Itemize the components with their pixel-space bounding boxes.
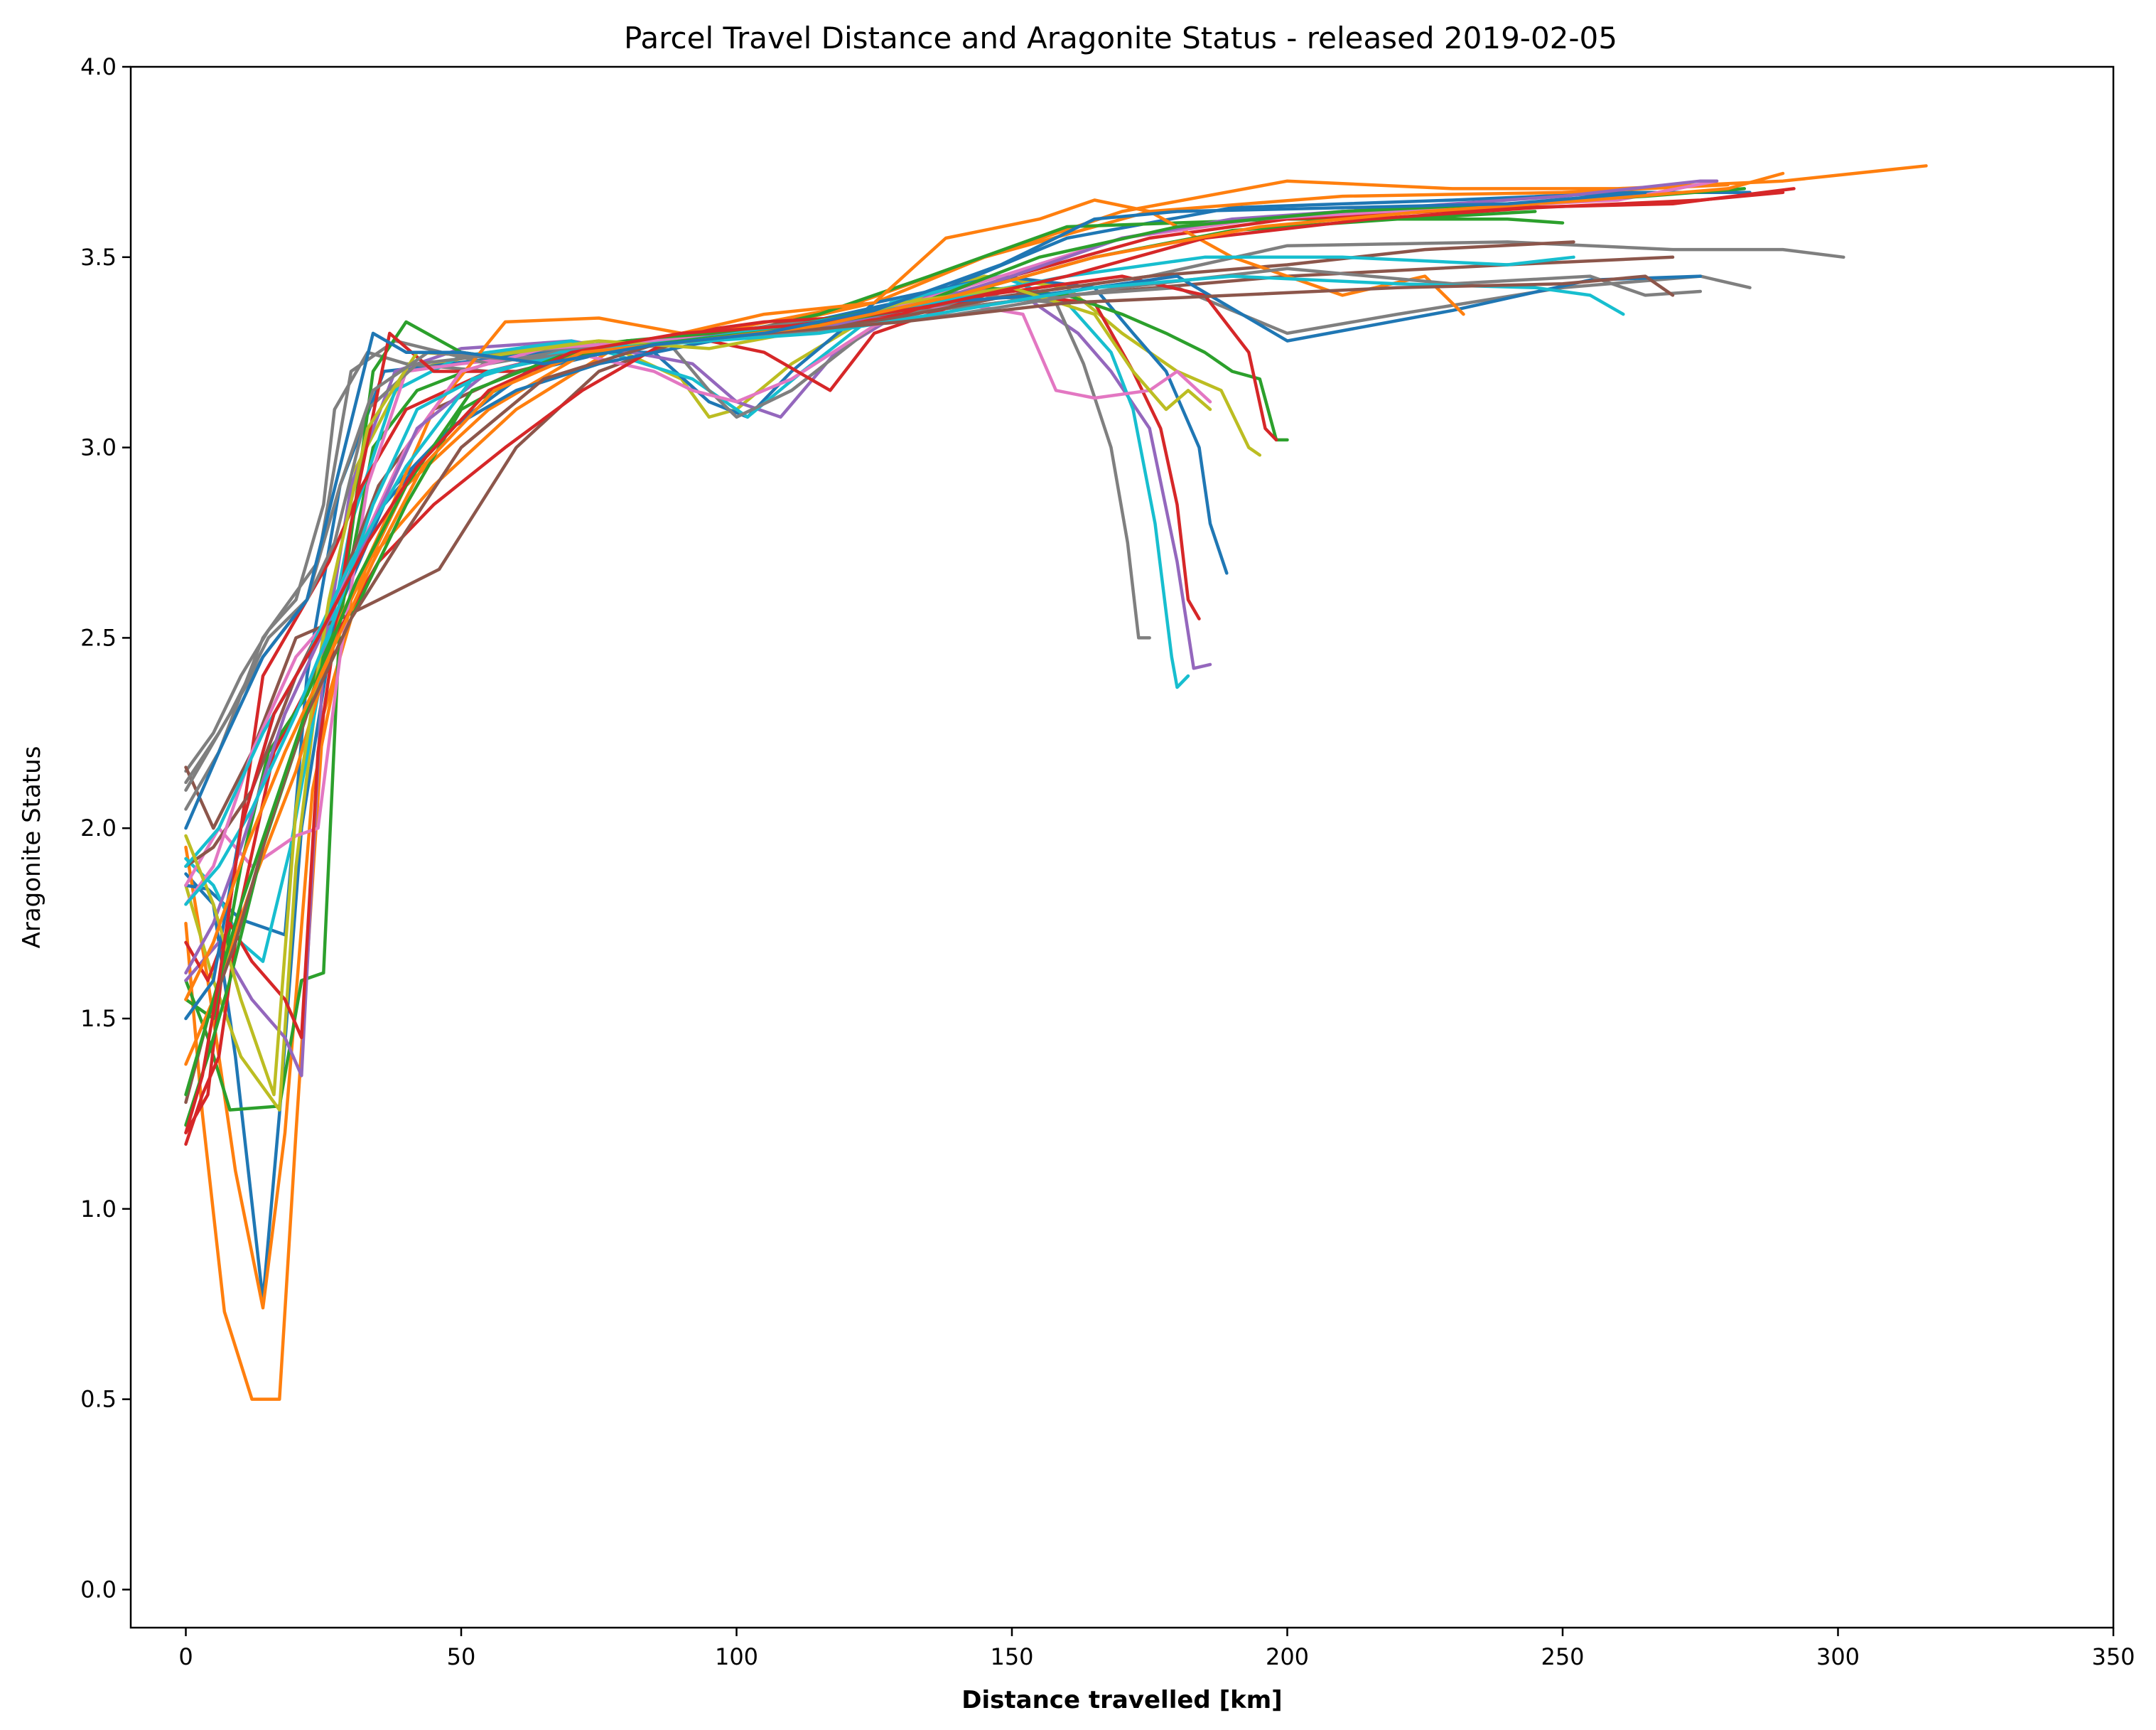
x-tick-label: 100 — [715, 1643, 758, 1670]
series-line — [184, 274, 1278, 1040]
x-tick-label: 0 — [178, 1643, 193, 1670]
series-line — [184, 164, 1928, 1401]
series-line — [184, 286, 1289, 1021]
chart-title: Parcel Travel Distance and Aragonite Sta… — [624, 21, 1617, 55]
series-line — [184, 294, 1201, 1134]
axes-frame — [129, 65, 2115, 1629]
y-tick-label: 3.0 — [80, 434, 117, 461]
y-tick-label: 3.5 — [80, 244, 117, 271]
series-group — [184, 164, 1928, 1401]
x-axis-label: Distance travelled [km] — [961, 1686, 1282, 1714]
series-line — [184, 274, 1703, 1021]
y-tick-label: 2.5 — [80, 624, 117, 651]
series-line — [184, 255, 1575, 869]
x-tick-label: 50 — [447, 1643, 476, 1670]
series-line — [184, 301, 1212, 887]
series-line — [184, 286, 1212, 1078]
y-axis-label: Aragonite Status — [18, 746, 46, 949]
x-tick-label: 350 — [2091, 1643, 2135, 1670]
series-line — [184, 286, 1212, 1097]
x-tick-label: 250 — [1541, 1643, 1584, 1670]
x-tick-label: 300 — [1816, 1643, 1860, 1670]
y-tick-label: 0.0 — [80, 1576, 117, 1603]
x-tick-label: 150 — [990, 1643, 1033, 1670]
series-line — [184, 240, 1845, 811]
y-tick-label: 0.5 — [80, 1386, 117, 1413]
y-tick-label: 1.5 — [80, 1005, 117, 1032]
series-line — [184, 198, 1465, 1066]
x-axis: 0 50 100 150 200 250 300 350 — [178, 1628, 2135, 1670]
y-tick-label: 2.0 — [80, 815, 117, 842]
series-line — [184, 274, 1675, 1105]
series-line — [184, 190, 1647, 830]
series-line — [184, 179, 1719, 906]
x-tick-label: 200 — [1266, 1643, 1309, 1670]
series-line — [184, 190, 1752, 1302]
y-tick-label: 4.0 — [80, 53, 117, 80]
series-line — [184, 217, 1565, 1112]
series-line — [184, 190, 1785, 1134]
y-axis: 0.0 0.5 1.0 1.5 2.0 2.5 3.0 3.5 4.0 — [80, 53, 131, 1603]
series-line — [184, 171, 1785, 1001]
y-tick-label: 1.0 — [80, 1196, 117, 1223]
series-line — [184, 183, 1730, 1310]
